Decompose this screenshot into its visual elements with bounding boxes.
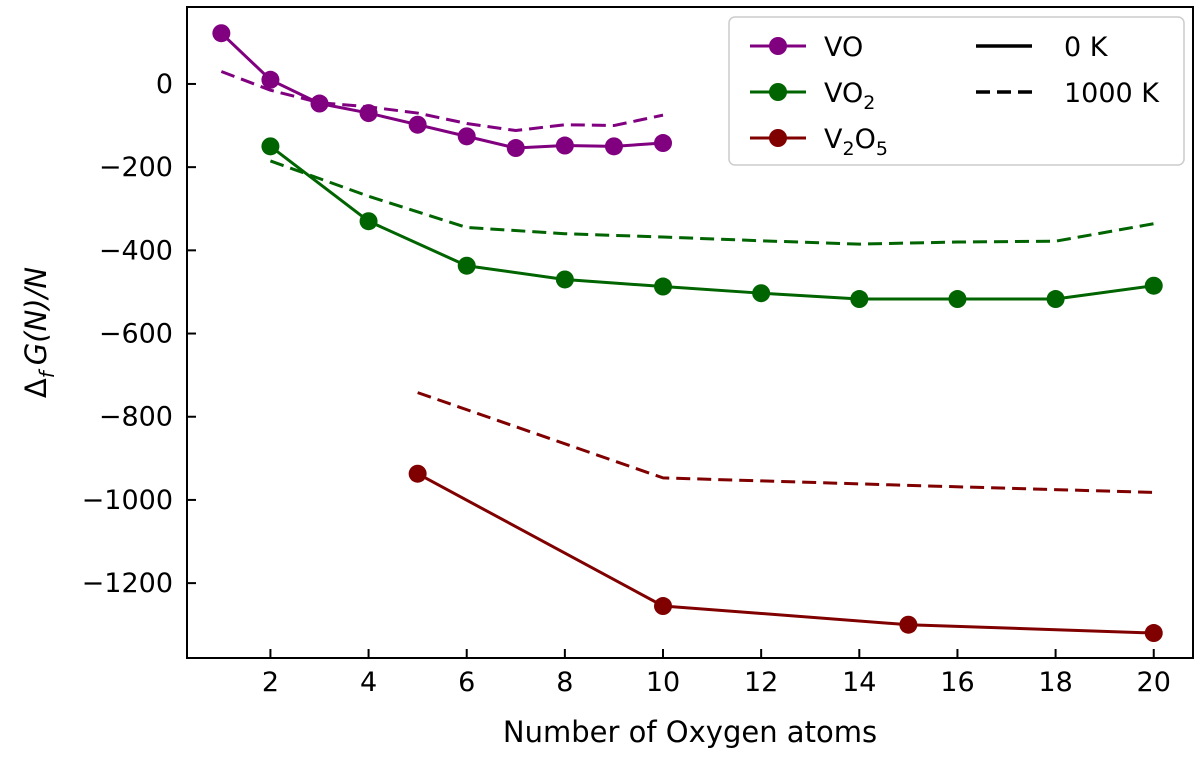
- x-tick-label: 6: [458, 667, 475, 698]
- y-tick-label: −1200: [82, 568, 173, 599]
- data-point-vo-0-k-6: [506, 139, 525, 158]
- legend-style-label-0-k: 0 K: [1064, 32, 1109, 63]
- x-tick-label: 18: [1038, 667, 1072, 698]
- data-point-v2o5-0-k-1: [654, 597, 673, 616]
- x-tick-label: 4: [360, 667, 377, 698]
- data-point-v2o5-0-k-3: [1144, 624, 1163, 643]
- legend-marker-vo2: [769, 83, 787, 101]
- series-line-v2o5-1000-k: [417, 391, 1154, 494]
- y-tick-label: −600: [99, 319, 173, 350]
- legend-label-vo2: VO2: [824, 78, 875, 114]
- data-point-vo2-0-k-7: [948, 290, 967, 309]
- y-axis-label: ΔfG(N)/N: [19, 267, 59, 398]
- legend-marker-vo: [769, 37, 787, 55]
- y-tick-label: −1000: [82, 485, 173, 516]
- legend: VO VO2 V2O5 0 K 1000 K: [728, 16, 1185, 166]
- y-tick-label: 0: [156, 69, 173, 100]
- series-line-vo2-1000-k: [269, 159, 1155, 246]
- data-point-vo2-0-k-9: [1144, 276, 1163, 295]
- y-tick-label: −800: [99, 402, 173, 433]
- data-point-vo-0-k-0: [212, 24, 231, 43]
- data-point-vo2-0-k-6: [850, 290, 869, 309]
- data-point-vo2-0-k-8: [1046, 290, 1065, 309]
- data-point-vo-0-k-8: [604, 137, 623, 156]
- data-point-v2o5-0-k-0: [408, 464, 427, 483]
- y-tick-label: −400: [99, 235, 173, 266]
- data-point-vo2-0-k-3: [555, 270, 574, 289]
- x-tick-label: 8: [556, 667, 573, 698]
- x-tick-label: 12: [744, 667, 778, 698]
- data-point-vo2-0-k-0: [261, 137, 280, 156]
- legend-marker-v2o5: [769, 129, 787, 147]
- legend-box: [728, 16, 1185, 166]
- x-tick-label: 14: [842, 667, 876, 698]
- data-point-vo-0-k-5: [457, 127, 476, 146]
- y-tick-label: −200: [99, 152, 173, 183]
- x-tick-label: 10: [646, 667, 680, 698]
- data-point-vo-0-k-4: [408, 115, 427, 134]
- data-point-vo-0-k-1: [261, 70, 280, 89]
- x-tick-label: 2: [262, 667, 279, 698]
- data-point-vo-0-k-9: [654, 134, 673, 153]
- x-tick-label: 16: [940, 667, 974, 698]
- data-point-vo-0-k-2: [310, 94, 329, 113]
- data-point-vo2-0-k-4: [654, 277, 673, 296]
- series-layer: [212, 24, 1163, 643]
- data-point-vo2-0-k-2: [457, 256, 476, 275]
- data-point-vo-0-k-7: [555, 136, 574, 155]
- series-line-vo-0-k: [220, 32, 664, 150]
- x-tick-label: 20: [1137, 667, 1171, 698]
- data-point-vo2-0-k-1: [359, 212, 378, 231]
- ticks-layer: 2 4 6 8 10 12 14 16 18 20 0 −200 −400 −600 −800 −1000 −1…: [82, 69, 1171, 698]
- legend-label-vo: VO: [824, 32, 863, 63]
- series-line-v2o5-0-k: [416, 472, 1154, 635]
- series-line-vo-1000-k: [220, 70, 664, 133]
- series-line-vo2-0-k: [269, 145, 1154, 301]
- data-point-v2o5-0-k-2: [899, 615, 918, 634]
- legend-label-v2o5: V2O5: [824, 124, 888, 160]
- legend-style-label-1000-k: 1000 K: [1064, 78, 1160, 109]
- plot-frame: [186, 6, 1194, 659]
- x-axis-label: Number of Oxygen atoms: [503, 715, 877, 749]
- data-point-vo2-0-k-5: [752, 284, 771, 303]
